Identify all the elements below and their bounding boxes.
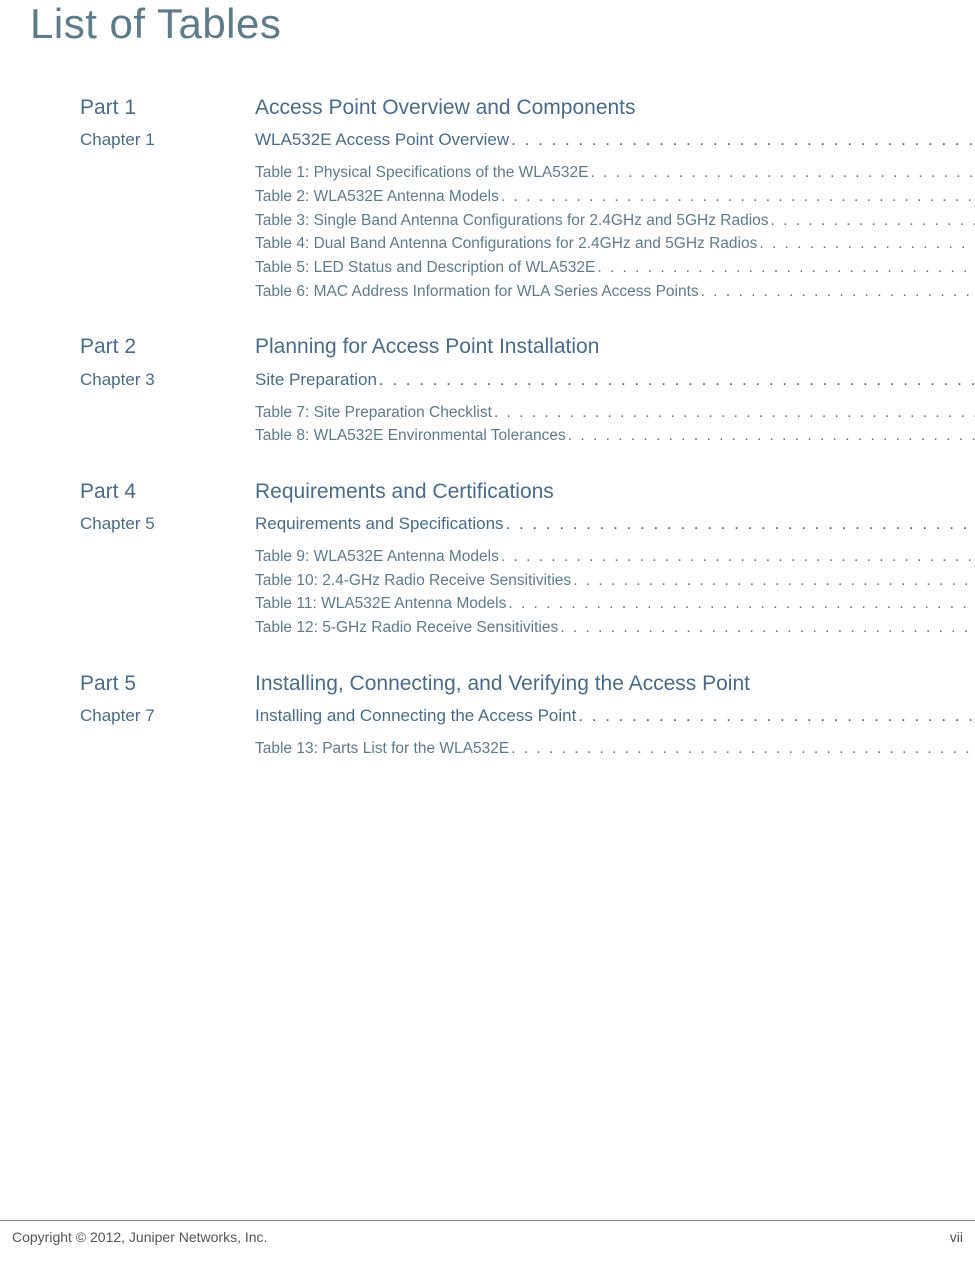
entry-row: Table 5: LED Status and Description of W…: [80, 257, 935, 279]
part-title: Access Point Overview and Components: [255, 93, 935, 122]
part-title: Planning for Access Point Installation: [255, 332, 935, 361]
part-title: Requirements and Certifications: [255, 477, 935, 506]
leader-dots: [558, 617, 975, 639]
part-label: Part 1: [80, 93, 255, 122]
entry-list: Table 1: Physical Specifications of the …: [80, 162, 935, 302]
entry-line: Table 13: Parts List for the WLA532E45: [255, 738, 975, 760]
entry-row: Table 1: Physical Specifications of the …: [80, 162, 935, 184]
entry-row: Table 11: WLA532E Antenna Models32: [80, 593, 935, 615]
entry-label: Table 5: LED Status and Description of W…: [255, 257, 595, 279]
entry-label: Table 9: WLA532E Antenna Models: [255, 546, 499, 568]
entry-row: Table 2: WLA532E Antenna Models7: [80, 186, 935, 208]
entry-line: Table 8: WLA532E Environmental Tolerance…: [255, 425, 975, 447]
chapter-title-line: Installing and Connecting the Access Poi…: [255, 704, 975, 728]
entry-label: Table 7: Site Preparation Checklist: [255, 402, 492, 424]
copyright-text: Copyright © 2012, Juniper Networks, Inc.: [12, 1229, 267, 1245]
chapter-title-line: Site Preparation15: [255, 368, 975, 392]
entry-label: Table 3: Single Band Antenna Configurati…: [255, 210, 769, 232]
leader-dots: [588, 162, 975, 184]
entry-row: Table 12: 5-GHz Radio Receive Sensitivit…: [80, 617, 935, 639]
leader-dots: [509, 738, 975, 760]
entry-row: Table 10: 2.4-GHz Radio Receive Sensitiv…: [80, 570, 935, 592]
entry-line: Table 6: MAC Address Information for WLA…: [255, 281, 975, 303]
leader-dots: [699, 281, 975, 303]
entry-line: Table 12: 5-GHz Radio Receive Sensitivit…: [255, 617, 975, 639]
entry-label: Table 4: Dual Band Antenna Configuration…: [255, 233, 757, 255]
leader-dots: [499, 186, 975, 208]
entry-label: Table 1: Physical Specifications of the …: [255, 162, 588, 184]
footer-page-number: vii: [950, 1229, 963, 1245]
leader-dots: [576, 704, 975, 728]
entry-line: Table 4: Dual Band Antenna Configuration…: [255, 233, 975, 255]
chapter-row: Chapter 3Site Preparation15: [80, 368, 935, 392]
chapter-row: Chapter 5Requirements and Specifications…: [80, 512, 935, 536]
entry-label: Table 6: MAC Address Information for WLA…: [255, 281, 699, 303]
part-label: Part 4: [80, 477, 255, 506]
entry-row: Table 7: Site Preparation Checklist15: [80, 402, 935, 424]
leader-dots: [757, 233, 975, 255]
chapter-title-line: WLA532E Access Point Overview3: [255, 128, 975, 152]
entry-line: Table 11: WLA532E Antenna Models32: [255, 593, 975, 615]
entry-row: Table 4: Dual Band Antenna Configuration…: [80, 233, 935, 255]
entry-label: Table 13: Parts List for the WLA532E: [255, 738, 509, 760]
leader-dots: [492, 402, 975, 424]
part-label: Part 2: [80, 332, 255, 361]
leader-dots: [769, 210, 975, 232]
entry-label: Table 8: WLA532E Environmental Tolerance…: [255, 425, 566, 447]
chapter-title-line: Requirements and Specifications31: [255, 512, 975, 536]
entry-list: Table 9: WLA532E Antenna Models31Table 1…: [80, 546, 935, 639]
part-row: Part 2Planning for Access Point Installa…: [80, 332, 935, 367]
entry-label: Table 10: 2.4-GHz Radio Receive Sensitiv…: [255, 570, 571, 592]
entry-row: Table 3: Single Band Antenna Configurati…: [80, 210, 935, 232]
chapter-row: Chapter 7Installing and Connecting the A…: [80, 704, 935, 728]
chapter-label: Chapter 7: [80, 704, 255, 728]
part-row: Part 1Access Point Overview and Componen…: [80, 93, 935, 128]
page-title: List of Tables: [30, 0, 945, 48]
table-of-contents: Part 1Access Point Overview and Componen…: [30, 93, 945, 760]
entry-line: Table 7: Site Preparation Checklist15: [255, 402, 975, 424]
part-row: Part 4Requirements and Certifications: [80, 477, 935, 512]
entry-line: Table 3: Single Band Antenna Configurati…: [255, 210, 975, 232]
page-footer: Copyright © 2012, Juniper Networks, Inc.…: [0, 1220, 975, 1245]
leader-dots: [506, 593, 975, 615]
leader-dots: [499, 546, 975, 568]
entry-label: Table 12: 5-GHz Radio Receive Sensitivit…: [255, 617, 558, 639]
entry-list: Table 7: Site Preparation Checklist15Tab…: [80, 402, 935, 447]
leader-dots: [504, 512, 975, 536]
chapter-row: Chapter 1WLA532E Access Point Overview3: [80, 128, 935, 152]
chapter-title: Site Preparation: [255, 368, 377, 392]
chapter-title: WLA532E Access Point Overview: [255, 128, 509, 152]
leader-dots: [595, 257, 975, 279]
entry-row: Table 13: Parts List for the WLA532E45: [80, 738, 935, 760]
part-label: Part 5: [80, 669, 255, 698]
toc-section: Part 5Installing, Connecting, and Verify…: [80, 669, 935, 760]
leader-dots: [509, 128, 975, 152]
entry-line: Table 2: WLA532E Antenna Models7: [255, 186, 975, 208]
leader-dots: [566, 425, 975, 447]
chapter-title: Requirements and Specifications: [255, 512, 504, 536]
entry-line: Table 5: LED Status and Description of W…: [255, 257, 975, 279]
part-title: Installing, Connecting, and Verifying th…: [255, 669, 935, 698]
toc-section: Part 2Planning for Access Point Installa…: [80, 332, 935, 447]
entry-row: Table 9: WLA532E Antenna Models31: [80, 546, 935, 568]
entry-list: Table 13: Parts List for the WLA532E45: [80, 738, 935, 760]
leader-dots: [571, 570, 975, 592]
entry-line: Table 9: WLA532E Antenna Models31: [255, 546, 975, 568]
chapter-label: Chapter 3: [80, 368, 255, 392]
entry-row: Table 8: WLA532E Environmental Tolerance…: [80, 425, 935, 447]
entry-label: Table 2: WLA532E Antenna Models: [255, 186, 499, 208]
entry-label: Table 11: WLA532E Antenna Models: [255, 593, 506, 615]
toc-section: Part 4Requirements and CertificationsCha…: [80, 477, 935, 639]
part-row: Part 5Installing, Connecting, and Verify…: [80, 669, 935, 704]
chapter-label: Chapter 1: [80, 128, 255, 152]
leader-dots: [377, 368, 975, 392]
chapter-title: Installing and Connecting the Access Poi…: [255, 704, 576, 728]
toc-section: Part 1Access Point Overview and Componen…: [80, 93, 935, 302]
entry-line: Table 10: 2.4-GHz Radio Receive Sensitiv…: [255, 570, 975, 592]
entry-line: Table 1: Physical Specifications of the …: [255, 162, 975, 184]
chapter-label: Chapter 5: [80, 512, 255, 536]
entry-row: Table 6: MAC Address Information for WLA…: [80, 281, 935, 303]
